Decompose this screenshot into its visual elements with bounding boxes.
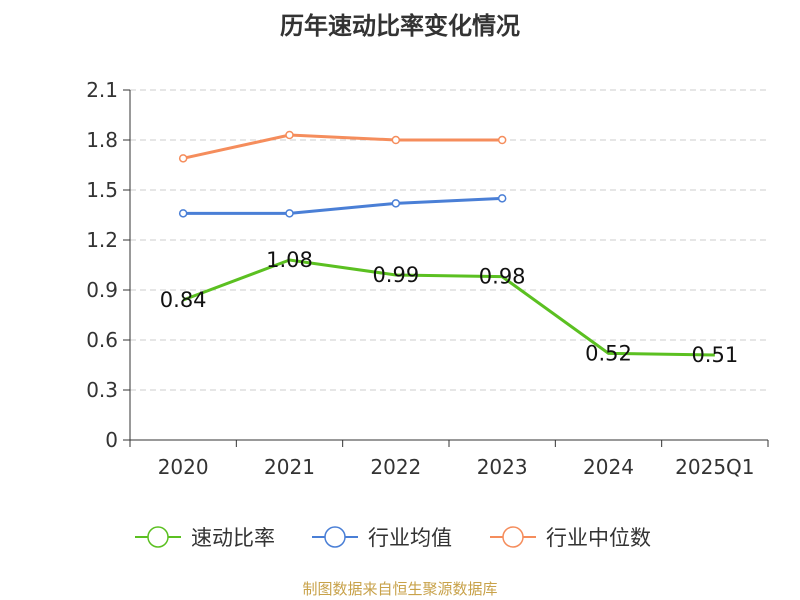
x-tick-label: 2024 (583, 455, 634, 479)
data-point (178, 209, 188, 218)
data-label: 0.84 (160, 288, 207, 312)
data-label: 0.99 (372, 263, 419, 287)
data-label: 0.51 (691, 343, 738, 367)
x-tick-label: 2025Q1 (675, 455, 754, 479)
data-point (497, 135, 507, 145)
data-label: 1.08 (266, 248, 313, 272)
legend-marker (324, 526, 346, 548)
y-tick-label: 0.9 (86, 278, 118, 302)
series-line (182, 258, 715, 357)
y-tick-label: 2.1 (86, 78, 118, 102)
y-tick-label: 1.8 (86, 128, 118, 152)
data-labels: 0.84 1.08 0.99 0.98 0.52 0.51 (160, 248, 738, 367)
legend-marker (502, 526, 524, 548)
legend: 速动比率 行业均值 行业中位数 (135, 526, 651, 550)
axes: 0 0.3 0.6 0.9 1.2 1.5 1.8 2.1 2020 2021 2022 2023 20… (86, 78, 769, 479)
series-line (182, 133, 503, 160)
series-lines (178, 130, 715, 357)
x-tick-label: 2021 (264, 455, 315, 479)
data-point (285, 130, 294, 140)
data-point (391, 135, 401, 145)
x-tick-label: 2022 (370, 455, 421, 479)
y-tick-label: 0 (105, 428, 118, 452)
y-tick-label: 1.5 (86, 178, 118, 202)
x-tick-label: 2023 (477, 455, 528, 479)
grid-lines (130, 89, 768, 391)
data-point (391, 199, 401, 208)
data-label: 0.98 (479, 265, 526, 289)
data-point (497, 194, 507, 203)
y-tick-label: 0.3 (86, 378, 118, 402)
x-tick-label: 2020 (158, 455, 209, 479)
data-point (178, 154, 188, 163)
series-line (183, 196, 503, 215)
source-note: 制图数据来自恒生聚源数据库 (302, 580, 498, 598)
data-label: 0.52 (585, 341, 632, 365)
data-point (285, 209, 294, 218)
y-tick-label: 1.2 (86, 228, 118, 252)
legend-label: 行业中位数 (546, 526, 651, 550)
legend-marker (147, 526, 169, 548)
legend-label: 行业均值 (368, 526, 452, 550)
legend-label: 速动比率 (191, 526, 275, 550)
chart-title: 历年速动比率变化情况 (280, 12, 520, 40)
y-tick-label: 0.6 (86, 328, 118, 352)
